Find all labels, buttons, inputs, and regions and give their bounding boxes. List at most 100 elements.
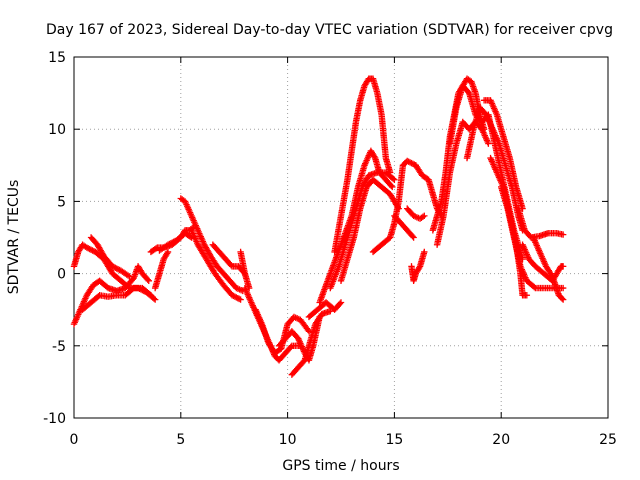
- data-point: [523, 292, 531, 299]
- data-marks: [70, 75, 567, 378]
- x-tick-label: 0: [70, 432, 79, 448]
- data-point: [167, 240, 175, 247]
- data-point: [559, 263, 567, 270]
- data-point: [147, 292, 155, 299]
- x-tick-label: 5: [176, 432, 185, 448]
- data-series-track-35: [530, 234, 567, 303]
- data-point: [548, 271, 555, 279]
- data-point: [114, 266, 122, 273]
- data-point: [150, 295, 158, 302]
- data-point: [387, 182, 395, 189]
- data-point: [391, 176, 398, 183]
- data-series-track-3: [79, 284, 155, 313]
- y-tick-label: 5: [57, 194, 66, 210]
- data-series-track-27: [433, 118, 492, 248]
- data-series-track-25: [412, 162, 445, 220]
- data-series-track-16: [305, 299, 345, 321]
- x-tick-label: 25: [599, 432, 617, 448]
- data-point: [237, 296, 244, 303]
- data-series-track-24: [408, 248, 428, 285]
- chart-title: Day 167 of 2023, Sidereal Day-to-day VTE…: [46, 22, 613, 38]
- data-series-track-8: [177, 195, 246, 295]
- data-series-track-34: [519, 241, 567, 285]
- data-point: [421, 212, 428, 220]
- data-point: [169, 239, 176, 246]
- data-point: [405, 158, 412, 165]
- data-point: [336, 300, 344, 307]
- data-point: [410, 234, 417, 241]
- data-point: [415, 264, 423, 272]
- data-point: [419, 213, 427, 221]
- data-point: [371, 153, 378, 160]
- data-series-track-4: [87, 234, 133, 280]
- data-point: [86, 245, 93, 253]
- data-point: [228, 292, 236, 299]
- data-point: [485, 140, 492, 147]
- data-point: [337, 299, 345, 306]
- data-point: [109, 263, 116, 270]
- data-point: [85, 245, 92, 252]
- data-point: [170, 238, 177, 246]
- data-point: [235, 295, 243, 303]
- plot-frame: [73, 56, 609, 419]
- data-point: [166, 240, 173, 248]
- data-point: [110, 263, 118, 271]
- data-point: [559, 231, 567, 238]
- data-point: [231, 293, 239, 300]
- data-point: [145, 277, 152, 285]
- data-point: [234, 294, 241, 302]
- x-tick-label: 20: [492, 432, 510, 448]
- data-point: [146, 291, 153, 298]
- data-point: [89, 247, 96, 254]
- data-series-track-9: [188, 227, 244, 303]
- y-tick-label: 10: [48, 122, 66, 138]
- data-point: [230, 292, 237, 300]
- data-point: [126, 273, 133, 280]
- data-point: [124, 272, 132, 279]
- data-point: [421, 248, 428, 256]
- data-series-track-22: [391, 212, 417, 241]
- data-point: [389, 183, 396, 191]
- data-point: [144, 276, 151, 283]
- data-point: [406, 159, 414, 166]
- data-point: [87, 246, 95, 253]
- data-series-track-20: [337, 176, 402, 285]
- data-point: [530, 283, 538, 291]
- y-tick-label: -5: [52, 339, 66, 355]
- data-point: [408, 159, 415, 167]
- data-point: [386, 169, 394, 176]
- data-point: [112, 264, 119, 272]
- data-series-track-23: [404, 205, 428, 222]
- data-point: [389, 175, 397, 182]
- data-point: [404, 157, 411, 165]
- data-point: [559, 284, 567, 292]
- data-point: [151, 296, 159, 303]
- data-series-track-7: [156, 229, 195, 254]
- data-series-track-19: [331, 75, 394, 256]
- data-series-track-5: [151, 248, 172, 292]
- y-tick-label: 15: [48, 50, 66, 66]
- axis-ticks: 0 5 10 15 20 25 -10 -5 0 5 10 15: [43, 50, 617, 448]
- data-series-track-15: [288, 307, 334, 378]
- data-point: [83, 244, 91, 251]
- data-point: [558, 295, 566, 302]
- x-tick-label: 10: [279, 432, 297, 448]
- data-point: [304, 326, 312, 334]
- data-series-track-18: [327, 169, 398, 292]
- data-point: [559, 296, 567, 303]
- data-point: [409, 233, 416, 240]
- data-point: [152, 245, 160, 252]
- data-point: [129, 285, 136, 293]
- data-point: [409, 160, 417, 168]
- y-tick-label: -10: [43, 411, 66, 427]
- data-point: [233, 294, 240, 301]
- x-axis-label: GPS time / hours: [282, 458, 399, 474]
- data-series-track-30: [480, 97, 526, 212]
- data-point: [113, 265, 120, 272]
- data-point: [164, 248, 172, 256]
- x-tick-label: 15: [385, 432, 403, 448]
- y-axis-label: SDTVAR / TECUs: [6, 180, 22, 295]
- data-point: [163, 250, 171, 257]
- data-point: [164, 241, 172, 248]
